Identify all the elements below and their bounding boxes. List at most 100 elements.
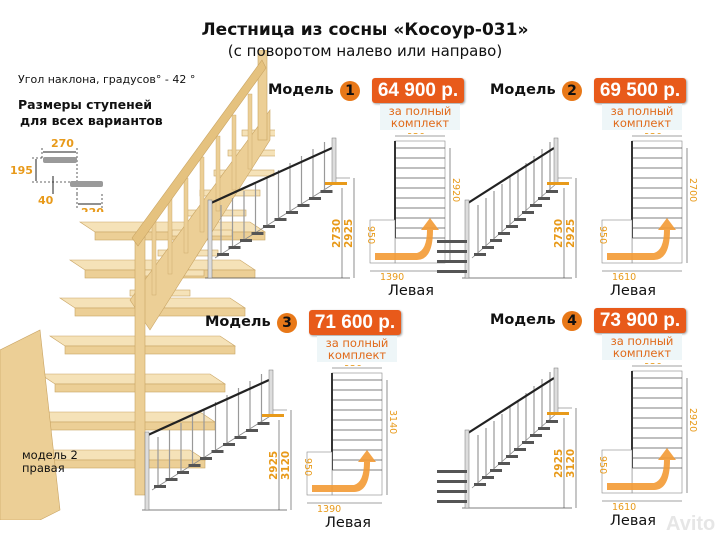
model-label: Модель xyxy=(268,82,334,98)
model-number-badge: 1 xyxy=(340,81,360,101)
side-elevation: 2730 2925 xyxy=(205,137,355,279)
plan-width-label: 1390 xyxy=(380,272,404,283)
price-tag: 69 500 р. xyxy=(594,78,686,103)
newel-post xyxy=(257,50,268,141)
plan-width-label: 1610 xyxy=(612,272,636,283)
wooden-staircase-photo xyxy=(0,50,275,520)
top-step xyxy=(547,182,569,185)
baluster xyxy=(231,114,237,191)
plan-length-label: 2920 xyxy=(687,408,698,432)
rise-label: 195 xyxy=(10,164,33,177)
winder-step xyxy=(437,490,467,493)
step xyxy=(188,464,201,467)
top-step xyxy=(325,182,347,185)
price-note-line: за полный xyxy=(610,104,674,118)
model-number-badge: 2 xyxy=(562,81,582,101)
price-note-line: комплект xyxy=(612,116,672,130)
thickness-label: 40 xyxy=(38,194,54,207)
post xyxy=(553,137,559,184)
post xyxy=(331,137,337,184)
step xyxy=(498,462,510,465)
post xyxy=(268,369,274,416)
price-note-line: комплект xyxy=(612,346,672,360)
step xyxy=(506,225,518,228)
price-note-line: комплект xyxy=(390,116,450,130)
price-note: за полный комплект xyxy=(602,334,682,360)
baluster xyxy=(183,177,189,254)
winder-step xyxy=(437,480,467,483)
step xyxy=(530,434,542,437)
step xyxy=(522,211,534,214)
model-panel-3: Модель 3 71 600 р. за полный комплект Лев… xyxy=(137,310,437,540)
handrail xyxy=(131,59,267,247)
step xyxy=(274,218,287,221)
direction-arrow-icon xyxy=(607,218,676,260)
step xyxy=(474,253,486,256)
model-panel-1: Модель 1 64 900 р. за полный комплект Лев… xyxy=(200,78,500,308)
plan-width-label: 1390 xyxy=(317,504,341,515)
orientation-label: Левая xyxy=(388,283,434,299)
top-step xyxy=(262,414,284,417)
step xyxy=(546,420,558,423)
step xyxy=(234,436,247,439)
heading-line: Размеры ступеней xyxy=(18,97,152,112)
price-tag: 71 600 р. xyxy=(309,310,401,335)
winder-step xyxy=(437,240,467,243)
orientation-label: Левая xyxy=(325,515,371,531)
step xyxy=(263,225,275,228)
post xyxy=(464,199,470,279)
step xyxy=(297,204,310,207)
top-step xyxy=(547,412,569,415)
winder-step xyxy=(437,500,467,503)
step-size-diagram: 270 195 40 220 xyxy=(10,137,104,212)
model-panel-2: Модель 2 69 500 р. за полный комплект Лев… xyxy=(422,78,720,308)
step xyxy=(490,469,502,472)
page-title: Лестница из сосны «Косоур-031» xyxy=(201,20,529,40)
step xyxy=(530,204,542,207)
side-elevation: 2730 2925 xyxy=(437,137,577,279)
plan-length-label: 2920 xyxy=(450,178,461,202)
direction-arrow-icon xyxy=(312,450,376,492)
step xyxy=(538,197,550,200)
winder-step xyxy=(437,470,467,473)
landing-label: 950 xyxy=(597,456,608,474)
tread-edge xyxy=(64,345,236,355)
orientation-label: Левая xyxy=(610,283,656,299)
baluster xyxy=(151,219,157,296)
landing-label: 950 xyxy=(597,226,608,244)
winder-step xyxy=(437,250,467,253)
price-note: за полный комплект xyxy=(317,336,397,362)
model-number-badge: 4 xyxy=(562,311,582,331)
tread-depth-label: 270 xyxy=(51,137,74,150)
height-a-label: 2730 xyxy=(553,219,565,248)
model-label: Модель xyxy=(205,314,271,330)
plan-length-label: 2700 xyxy=(687,178,698,202)
step xyxy=(320,190,333,193)
baluster xyxy=(167,198,173,275)
photo-caption: модель 2 правая xyxy=(22,449,78,475)
top-width-label: 950 xyxy=(344,365,362,369)
model-number-badge: 3 xyxy=(277,313,297,333)
step xyxy=(154,485,166,488)
height-b-label: 3120 xyxy=(280,451,292,480)
baluster xyxy=(215,135,221,212)
height-a-label: 2925 xyxy=(553,449,565,478)
plan-view: 950 1390 3140 950 xyxy=(302,365,398,515)
angle-text: Угол наклона, градусов° - 42 ° xyxy=(18,73,196,86)
handrail xyxy=(467,147,555,204)
step xyxy=(177,471,189,474)
step xyxy=(482,246,494,249)
step xyxy=(251,232,264,235)
post xyxy=(207,199,213,279)
side-elevation: 2925 3120 xyxy=(142,369,292,511)
price-tag: 64 900 р. xyxy=(372,78,464,103)
orientation-label: Левая xyxy=(610,513,656,529)
height-a-label: 2925 xyxy=(268,451,280,480)
price-note: за полный комплект xyxy=(380,104,460,130)
step xyxy=(522,441,534,444)
price-note-line: за полный xyxy=(325,336,389,350)
caption-line: правая xyxy=(22,461,65,475)
